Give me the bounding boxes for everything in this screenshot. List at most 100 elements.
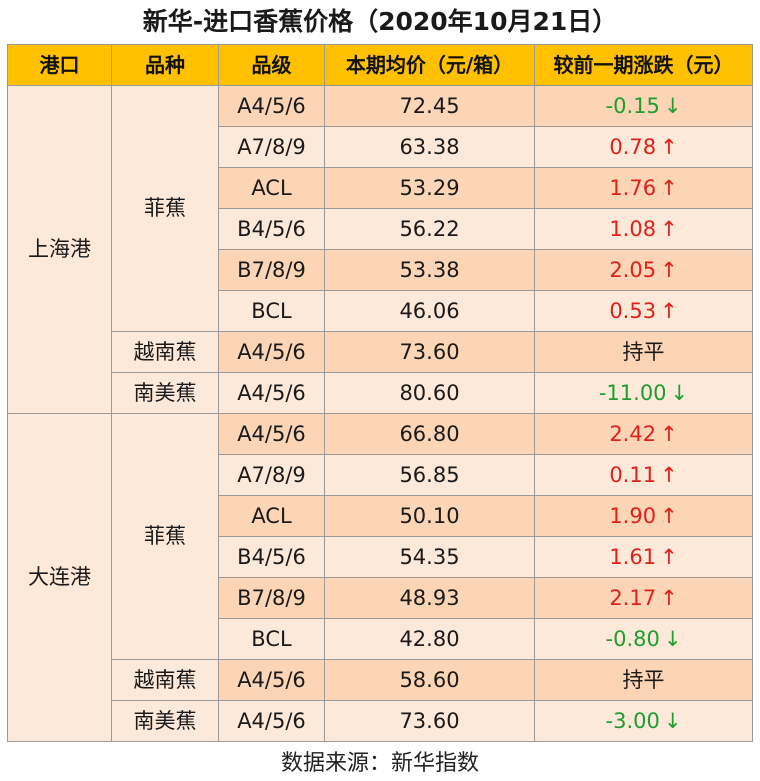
change-value: 1.61 — [609, 544, 657, 569]
change-cell: 持平 — [534, 659, 753, 701]
page-title: 新华-进口香蕉价格（2020年10月21日） — [142, 7, 618, 36]
change-value: -0.80 — [605, 626, 660, 651]
arrow-up-icon: ↑ — [660, 134, 678, 159]
grade-cell: BCL — [218, 290, 325, 332]
change-cell: 1.08 ↑ — [534, 208, 753, 250]
grade-cell: A4/5/6 — [218, 413, 325, 455]
price-cell: 54.35 — [324, 536, 535, 578]
price-cell: 72.45 — [324, 85, 535, 127]
change-cell: 0.53 ↑ — [534, 290, 753, 332]
change-value: -3.00 — [605, 708, 660, 733]
arrow-up-icon: ↑ — [660, 421, 678, 446]
change-value: 1.90 — [609, 503, 657, 528]
change-cell: 0.11 ↑ — [534, 454, 753, 496]
arrow-down-icon: ↓ — [663, 708, 682, 733]
variety-cell: 菲蕉 — [111, 413, 219, 660]
source-note: 数据来源：新华指数 — [280, 751, 479, 776]
table-row: B7/8/9 53.38 2.05 ↑ — [8, 249, 753, 291]
price-cell: 56.85 — [324, 454, 535, 496]
change-value: -11.00 — [598, 380, 667, 405]
variety-cell: 越南蕉 — [111, 331, 219, 373]
table-header-row: 港口 品种 品级 本期均价（元/箱） 较前一期涨跌（元） — [7, 44, 753, 86]
change-cell: 0.78 ↑ — [534, 126, 753, 168]
change-value: 2.42 — [609, 421, 657, 446]
price-cell: 53.29 — [324, 167, 535, 209]
table-row: 大连港 菲蕉 A4/5/6 66.80 2.42 ↑ — [7, 413, 753, 742]
table-row: BCL 46.06 0.53 ↑ — [8, 290, 753, 332]
table-row: ACL 50.10 1.90 ↑ — [8, 495, 753, 537]
change-cell: 1.61 ↑ — [534, 536, 753, 578]
arrow-up-icon: ↑ — [660, 257, 678, 282]
price-cell: 73.60 — [324, 331, 535, 373]
change-cell: 2.17 ↑ — [534, 577, 753, 619]
grade-cell: A4/5/6 — [218, 700, 325, 742]
price-cell: 42.80 — [324, 618, 535, 660]
grade-cell: A7/8/9 — [218, 126, 325, 168]
change-value: 0.78 — [609, 134, 657, 159]
change-cell: -11.00 ↓ — [534, 372, 753, 414]
grade-cell: B7/8/9 — [218, 249, 325, 291]
table-row: 越南蕉 A4/5/6 73.60 持平 — [8, 331, 753, 373]
change-value: 0.53 — [609, 298, 657, 323]
variety-cell: 南美蕉 — [111, 700, 219, 742]
change-cell: 持平 — [534, 331, 753, 373]
arrow-up-icon: ↑ — [660, 544, 678, 569]
arrow-up-icon: ↑ — [660, 298, 678, 323]
header-change: 较前一期涨跌（元） — [534, 44, 753, 86]
change-cell: -3.00 ↓ — [534, 700, 753, 742]
change-value: 0.11 — [609, 462, 657, 487]
table-row: 南美蕉 A4/5/6 80.60 -11.00 ↓ — [8, 372, 753, 414]
change-cell: 2.05 ↑ — [534, 249, 753, 291]
grade-cell: A4/5/6 — [218, 659, 325, 701]
port-cell: 上海港 — [7, 85, 112, 414]
table-row: A7/8/9 63.38 0.78 ↑ — [8, 126, 753, 168]
change-cell: 2.42 ↑ — [534, 413, 753, 455]
arrow-up-icon: ↑ — [660, 462, 678, 487]
arrow-up-icon: ↑ — [660, 503, 678, 528]
grade-cell: ACL — [218, 167, 325, 209]
grade-cell: ACL — [218, 495, 325, 537]
price-cell: 48.93 — [324, 577, 535, 619]
change-value: 2.17 — [609, 585, 657, 610]
price-cell: 58.60 — [324, 659, 535, 701]
change-cell: 1.76 ↑ — [534, 167, 753, 209]
header-port: 港口 — [7, 44, 112, 86]
grade-cell: A4/5/6 — [218, 331, 325, 373]
grade-cell: B4/5/6 — [218, 536, 325, 578]
change-cell: -0.80 ↓ — [534, 618, 753, 660]
arrow-down-icon: ↓ — [663, 626, 682, 651]
port-cell: 大连港 — [7, 413, 112, 742]
price-cell: 46.06 — [324, 290, 535, 332]
arrow-up-icon: ↑ — [660, 585, 678, 610]
change-value: 2.05 — [609, 257, 657, 282]
arrow-down-icon: ↓ — [663, 93, 682, 118]
arrow-down-icon: ↓ — [670, 380, 689, 405]
price-cell: 50.10 — [324, 495, 535, 537]
change-cell: -0.15 ↓ — [534, 85, 753, 127]
arrow-up-icon: ↑ — [660, 175, 678, 200]
header-grade: 品级 — [218, 44, 325, 86]
variety-cell: 菲蕉 — [111, 85, 219, 332]
variety-cell: 南美蕉 — [111, 372, 219, 414]
table-body: 上海港 菲蕉 A4/5/6 72.45 -0.15 ↓ A7/8/9 63.38 0.78 ↑ AC… — [7, 85, 753, 742]
price-cell: 56.22 — [324, 208, 535, 250]
grade-cell: A4/5/6 — [218, 85, 325, 127]
table-row: 越南蕉 A4/5/6 58.60 持平 — [8, 659, 753, 701]
change-value: 持平 — [622, 667, 665, 692]
table-row: 上海港 菲蕉 A4/5/6 72.45 -0.15 ↓ — [7, 85, 753, 414]
grade-cell: A7/8/9 — [218, 454, 325, 496]
header-price: 本期均价（元/箱） — [324, 44, 535, 86]
grade-cell: B7/8/9 — [218, 577, 325, 619]
price-cell: 53.38 — [324, 249, 535, 291]
change-value: 持平 — [622, 339, 665, 364]
change-value: -0.15 — [605, 93, 660, 118]
table-row: A7/8/9 56.85 0.11 ↑ — [8, 454, 753, 496]
change-value: 1.76 — [609, 175, 657, 200]
header-variety: 品种 — [111, 44, 219, 86]
grade-cell: B4/5/6 — [218, 208, 325, 250]
price-cell: 66.80 — [324, 413, 535, 455]
grade-cell: BCL — [218, 618, 325, 660]
grade-cell: A4/5/6 — [218, 372, 325, 414]
change-cell: 1.90 ↑ — [534, 495, 753, 537]
price-cell: 73.60 — [324, 700, 535, 742]
